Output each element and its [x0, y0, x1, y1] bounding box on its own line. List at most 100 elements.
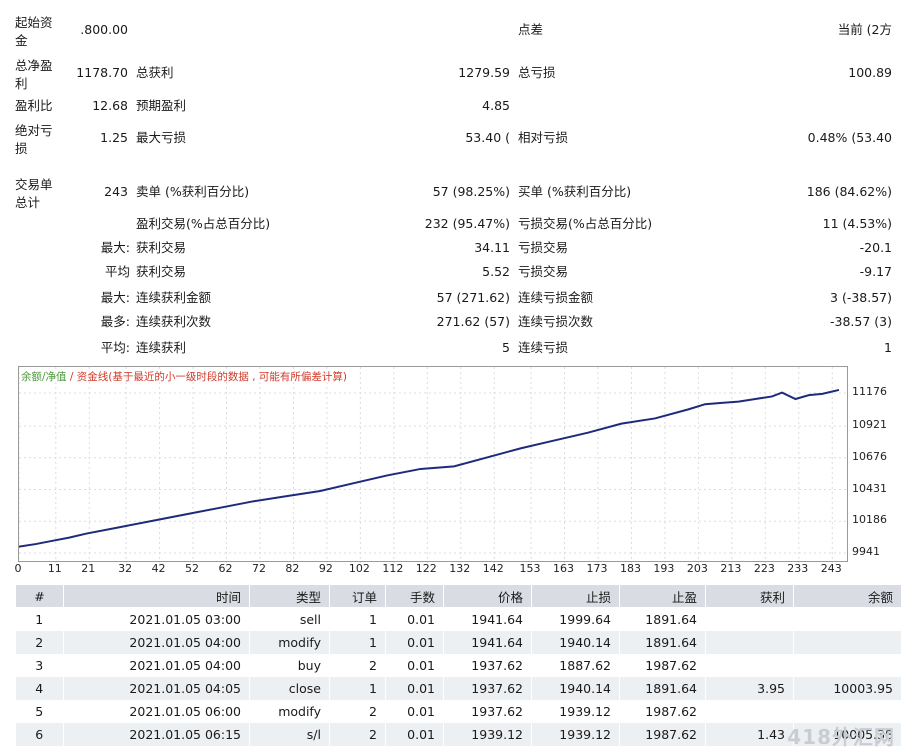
table-cell: 2021.01.05 04:00 [63, 653, 250, 677]
summary-prefix: 最大: [100, 240, 130, 255]
summary-label: 绝对亏损 [15, 123, 53, 156]
table-row[interactable]: 4 2021.01.05 04:05 close 1 0.01 1937.62 1940.1… [15, 676, 901, 700]
table-row[interactable]: 6 2021.01.05 06:15 s/l 2 0.01 1939.12 1939.12 1… [15, 722, 901, 746]
table-cell: 2 [329, 722, 386, 746]
table-cell [793, 699, 901, 723]
summary-value: 53.40 ( [465, 130, 510, 145]
column-header[interactable]: # [15, 584, 64, 608]
summary-row: 绝对亏损 1.25 最大亏损 53.40 (相对亏损 0.48% (53.40 [0, 123, 901, 156]
x-tick-label: 243 [820, 562, 842, 575]
table-cell: 1941.64 [443, 630, 532, 654]
table-cell: 2 [329, 653, 386, 677]
table-row[interactable]: 5 2021.01.05 06:00 modify 2 0.01 1937.62 1939.… [15, 699, 901, 723]
table-cell: 1941.64 [443, 607, 532, 631]
x-tick-label: 122 [415, 562, 437, 575]
summary-label: 连续获利次数 [136, 314, 212, 329]
summary-row: 起始资金 .800.00 点差 当前 (2方 [0, 15, 901, 48]
table-cell: 2021.01.05 06:00 [63, 699, 250, 723]
legend-balance: 余额/净值 [21, 371, 67, 383]
summary-prefix: 最大: [100, 290, 130, 305]
summary-value: 1178.70 [76, 65, 128, 80]
summary-row: 最大: 获利交易 34.11 亏损交易 -20.1 [0, 240, 901, 262]
summary-value: 186 (84.62%) [806, 184, 892, 199]
table-cell: 2021.01.05 04:05 [63, 676, 250, 700]
y-tick-label: 10676 [852, 449, 887, 463]
x-tick-label: 102 [348, 562, 370, 575]
y-tick-label: 9941 [852, 545, 880, 558]
table-body: 1 2021.01.05 03:00 sell 1 0.01 1941.64 1999.64… [15, 607, 901, 746]
summary-value: 当前 (2方 [837, 22, 892, 37]
summary-value: 1279.59 [458, 65, 510, 80]
table-cell: 0.01 [385, 653, 444, 677]
column-header[interactable]: 余额 [793, 584, 901, 608]
summary-label: 点差 [518, 22, 544, 37]
table-header-row: # 时间 类型 订单 手数 价格 止损 止盈 获利 余额 [15, 584, 901, 608]
table-cell: 2 [329, 699, 386, 723]
summary-label: 盈利交易(%占总百分比) [136, 216, 271, 231]
table-cell [705, 630, 794, 654]
table-cell: 1940.14 [531, 676, 620, 700]
x-tick-label: 233 [787, 562, 809, 575]
y-tick-label: 11176 [852, 385, 887, 399]
table-cell [793, 607, 901, 631]
table-cell: 1937.62 [443, 699, 532, 723]
balance-chart: 余额/净值 / 资金线(基于最近的小一级时段的数据 , 可能有所偏差计算) [18, 366, 849, 563]
column-header[interactable]: 止盈 [619, 584, 706, 608]
table-row[interactable]: 1 2021.01.05 03:00 sell 1 0.01 1941.64 1999.64… [15, 607, 901, 631]
table-row[interactable]: 3 2021.01.05 04:00 buy 2 0.01 1937.62 1887.62 1… [15, 653, 901, 677]
summary-value: 4.85 [482, 98, 510, 113]
summary-label: 亏损交易 [518, 240, 569, 255]
summary-value: 5.52 [482, 264, 510, 279]
summary-prefix: 最多: [100, 314, 130, 329]
summary-value: 100.89 [848, 65, 892, 80]
table-row[interactable]: 2 2021.01.05 04:00 modify 1 0.01 1941.64 1940.… [15, 630, 901, 654]
summary-value: .800.00 [80, 22, 128, 37]
table-cell: 0.01 [385, 699, 444, 723]
summary-row: 最多: 连续获利次数 271.62 (57) 连续亏损次数 -38.57 (3) [0, 314, 901, 336]
table-cell: 2021.01.05 06:15 [63, 722, 250, 746]
summary-value: 1 [884, 340, 892, 355]
table-cell: 2021.01.05 04:00 [63, 630, 250, 654]
x-tick-label: 32 [118, 562, 133, 575]
table-cell: 1887.62 [531, 653, 620, 677]
column-header[interactable]: 时间 [63, 584, 250, 608]
x-tick-label: 173 [586, 562, 608, 575]
summary-label: 交易单总计 [15, 177, 53, 210]
table-cell: 4 [15, 676, 64, 700]
summary-prefix: 平均: [100, 340, 130, 355]
summary-prefix: 平均 [104, 264, 130, 279]
summary-label: 亏损交易 [518, 264, 569, 279]
summary-value: 57 (98.25%) [432, 184, 510, 199]
series-line [19, 388, 840, 548]
x-tick-label: 42 [151, 562, 166, 575]
table-cell: 6 [15, 722, 64, 746]
column-header[interactable]: 手数 [385, 584, 444, 608]
x-tick-label: 82 [285, 562, 300, 575]
table-cell: 1987.62 [619, 722, 706, 746]
summary-label: 连续亏损金额 [518, 290, 594, 305]
table-cell: buy [249, 653, 330, 677]
table-cell: 10005.38 [793, 722, 901, 746]
summary-row: 平均 获利交易 5.52 亏损交易 -9.17 [0, 264, 901, 286]
orders-table: # 时间 类型 订单 手数 价格 止损 止盈 获利 余额 1 2021.01.05 03:00 sel… [15, 584, 901, 746]
summary-label: 起始资金 [15, 15, 53, 48]
column-header[interactable]: 止损 [531, 584, 620, 608]
table-cell: 1940.14 [531, 630, 620, 654]
column-header[interactable]: 价格 [443, 584, 532, 608]
y-tick-label: 10186 [852, 513, 887, 527]
table-cell: 1891.64 [619, 676, 706, 700]
summary-label: 连续获利金额 [136, 290, 212, 305]
table-cell: 1999.64 [531, 607, 620, 631]
table-cell: 1 [15, 607, 64, 631]
table-cell: modify [249, 630, 330, 654]
column-header[interactable]: 订单 [329, 584, 386, 608]
column-header[interactable]: 获利 [705, 584, 794, 608]
x-tick-label: 0 [14, 562, 22, 575]
summary-row: 最大: 连续获利金额 57 (271.62) 连续亏损金额 3 (-38.57) [0, 290, 901, 312]
column-header[interactable]: 类型 [249, 584, 330, 608]
x-tick-label: 72 [251, 562, 266, 575]
summary-label: 连续亏损次数 [518, 314, 594, 329]
table-cell: 2 [15, 630, 64, 654]
summary-value: -20.1 [859, 240, 892, 255]
table-cell: 1 [329, 607, 386, 631]
